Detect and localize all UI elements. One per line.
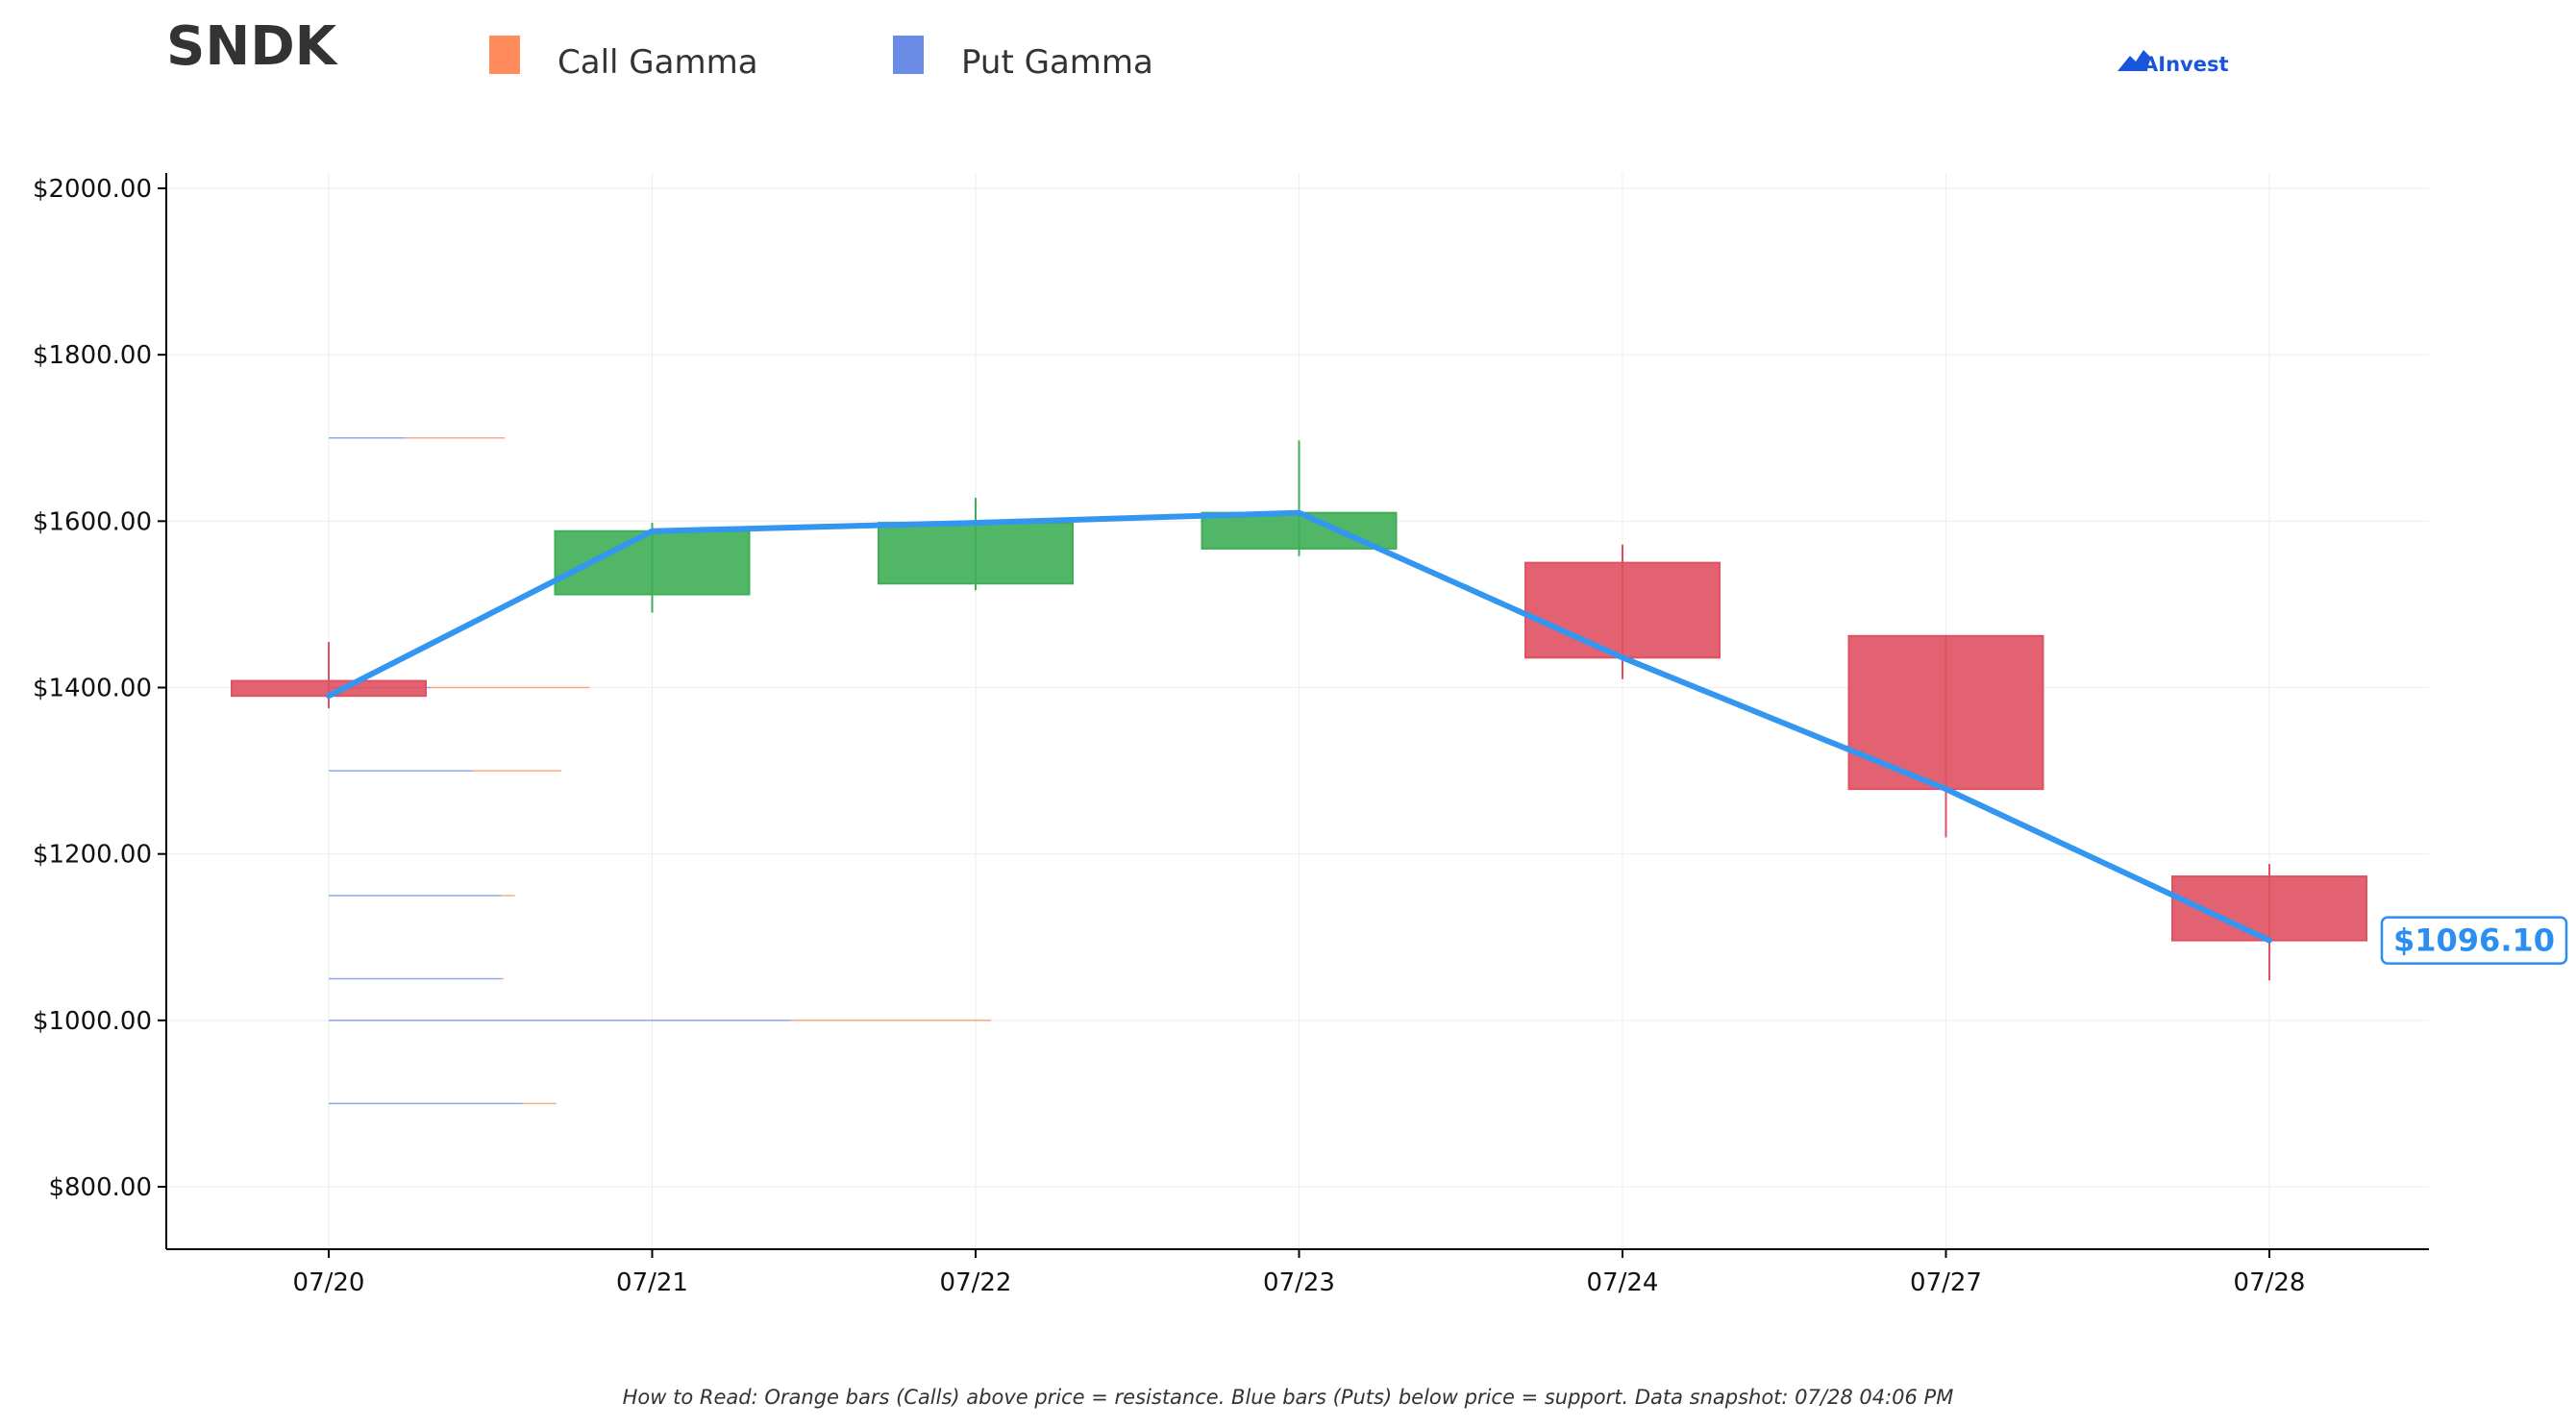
x-tick-label: 07/28 xyxy=(2234,1268,2306,1297)
grid xyxy=(166,173,2429,1249)
candle-body xyxy=(1847,634,2044,791)
y-tick-label: $1200.00 xyxy=(33,841,152,870)
x-tick-label: 07/27 xyxy=(1910,1268,1982,1297)
brand-logo-icon xyxy=(2118,50,2149,71)
y-tick-label: $2000.00 xyxy=(33,175,152,204)
x-tick-label: 07/24 xyxy=(1587,1268,1659,1297)
close-price-line xyxy=(326,509,2272,944)
legend-put-label: Put Gamma xyxy=(961,43,1153,82)
y-tick-label: $1600.00 xyxy=(33,507,152,536)
legend-call-swatch xyxy=(489,36,520,74)
axes xyxy=(165,173,2429,1250)
x-axis-ticks: 07/20 07/21 07/22 07/23 07/24 07/27 07/28 xyxy=(293,1249,2306,1297)
last-price-badge: $1096.10 xyxy=(2380,916,2568,965)
x-tick-label: 07/20 xyxy=(293,1268,365,1297)
x-tick-label: 07/21 xyxy=(616,1268,688,1297)
footer-note: How to Read: Orange bars (Calls) above p… xyxy=(623,1386,1954,1409)
ticker-title: SNDK xyxy=(166,15,339,78)
candle-body xyxy=(1524,561,1721,659)
brand-logo: AInvest xyxy=(2118,50,2229,76)
y-tick-label: $1000.00 xyxy=(33,1007,152,1036)
y-tick-label: $800.00 xyxy=(48,1173,152,1202)
candle-body xyxy=(878,522,1074,585)
legend: Call Gamma Put Gamma xyxy=(489,36,1153,82)
last-price-box xyxy=(2380,916,2568,965)
last-price-label: $1096.10 xyxy=(2393,923,2555,959)
legend-call-label: Call Gamma xyxy=(557,43,758,82)
y-tick-label: $1800.00 xyxy=(33,341,152,370)
y-tick-label: $1400.00 xyxy=(33,675,152,703)
legend-put-swatch xyxy=(893,36,924,74)
price-line xyxy=(326,509,2272,944)
x-tick-label: 07/22 xyxy=(940,1268,1012,1297)
y-axis-ticks: $800.00 $1000.00 $1200.00 $1400.00 $1600.00 $… xyxy=(33,175,166,1202)
brand-logo-text: AInvest xyxy=(2143,53,2229,76)
x-tick-label: 07/23 xyxy=(1263,1268,1335,1297)
